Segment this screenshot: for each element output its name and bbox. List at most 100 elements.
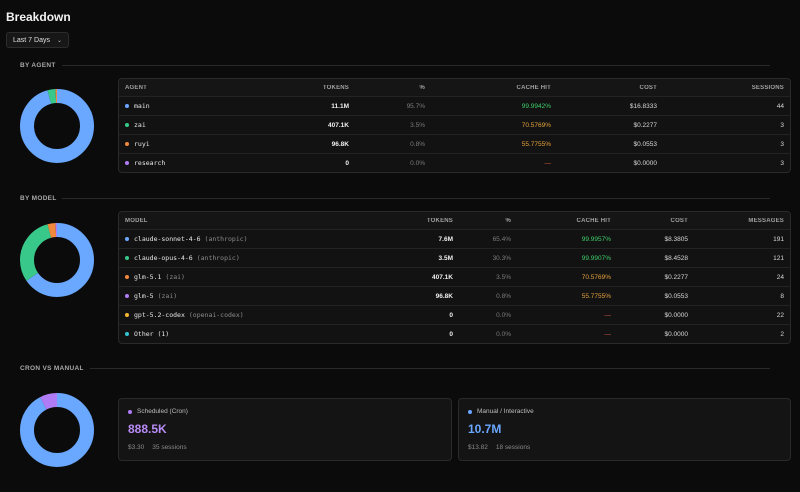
model-name: claude-opus-4-6: [134, 254, 193, 262]
tokens-cell: 0: [449, 330, 453, 338]
column-header-cache-hit[interactable]: CACHE HIT: [516, 84, 551, 91]
model-name: claude-sonnet-4-6: [134, 235, 201, 243]
scheduled-label-text: Scheduled (Cron): [137, 408, 188, 415]
model-donut-slice-3: [20, 223, 94, 297]
legend-dot-icon: [125, 313, 129, 318]
model-cell: Other (1): [119, 330, 303, 338]
manual-sessions: 18 sessions: [495, 444, 531, 451]
section-divider: [62, 65, 770, 66]
agent-cell: ruyi: [119, 140, 239, 148]
table-header-row: MODEL TOKENS % CACHE HIT COST MESSAGES: [119, 212, 790, 229]
legend-dot-icon: [125, 275, 129, 280]
column-header-pct[interactable]: %: [505, 217, 511, 224]
model-provider: (zai): [165, 273, 185, 281]
percent-cell: 3.5%: [410, 121, 425, 129]
messages-cell: 121: [773, 254, 784, 262]
table-row[interactable]: zai 407.1K 3.5% 70.5769% $0.2277 3: [119, 115, 790, 134]
legend-dot-icon: [125, 142, 129, 147]
model-provider: (zai): [157, 292, 178, 300]
table-row[interactable]: main 11.1M 95.7% 99.9942% $16.8333 44: [119, 96, 790, 115]
scheduled-card-label: Scheduled (Cron): [128, 408, 188, 415]
cache-hit-cell: 70.5769%: [521, 121, 551, 129]
table-row[interactable]: research 0 0.0% — $0.0000 3: [119, 153, 790, 172]
cache-hit-cell: 55.7755%: [521, 140, 551, 148]
cost-cell: $0.0553: [664, 292, 689, 300]
agent-cell: zai: [119, 121, 239, 129]
date-range-select[interactable]: Last 7 Days ⌄: [6, 32, 69, 48]
legend-dot-icon: [125, 123, 129, 128]
page-title: Breakdown: [6, 10, 71, 24]
model-donut-slice-1: [20, 223, 94, 297]
manual-label-text: Manual / Interactive: [477, 408, 534, 415]
agent-cell: research: [119, 159, 239, 167]
cost-cell: $0.0553: [633, 140, 658, 148]
percent-cell: 3.5%: [496, 273, 511, 281]
date-range-value: Last 7 Days: [13, 36, 50, 44]
model-cell: claude-sonnet-4-6 (anthropic): [119, 235, 303, 243]
table-row[interactable]: gpt-5.2-codex (openai-codex) 0 0.0% — $0.0000…: [119, 305, 790, 324]
cost-cell: $0.0000: [633, 159, 658, 167]
cost-cell: $0.0000: [664, 330, 689, 338]
table-row[interactable]: glm-5 (zai) 96.8K 0.8% 55.7755% $0.0553 8: [119, 286, 790, 305]
agent-cell: main: [119, 102, 239, 110]
agent-name: research: [134, 159, 166, 167]
cost-cell: $0.2277: [664, 273, 689, 281]
legend-dot-icon: [125, 161, 129, 166]
model-provider: (anthropic): [196, 254, 240, 262]
tokens-cell: 0: [449, 311, 453, 319]
column-header-cache-hit[interactable]: CACHE HIT: [576, 217, 611, 224]
model-provider: (openai-codex): [188, 311, 244, 319]
column-header-model[interactable]: MODEL: [125, 217, 148, 224]
model-name: glm-5: [134, 292, 154, 300]
legend-dot-icon: [125, 294, 129, 299]
manual-tokens-value: 10.7M: [468, 422, 502, 436]
agent-table: AGENT TOKENS % CACHE HIT COST SESSIONS m…: [118, 78, 791, 173]
column-header-cost[interactable]: COST: [639, 84, 657, 91]
table-row[interactable]: claude-sonnet-4-6 (anthropic) 7.6M 65.4% 99.…: [119, 229, 790, 248]
model-name: Other (1): [134, 330, 170, 338]
tokens-cell: 11.1M: [331, 102, 349, 110]
model-name: glm-5.1: [134, 273, 162, 281]
cache-hit-cell: 99.9907%: [581, 254, 611, 262]
column-header-pct[interactable]: %: [419, 84, 425, 91]
model-cell: glm-5 (zai): [119, 292, 303, 300]
manual-cost: $13.82: [468, 444, 488, 451]
cron-donut-chart: [20, 393, 94, 467]
section-label-by-model: BY MODEL: [20, 195, 57, 202]
tokens-cell: 7.6M: [438, 235, 453, 243]
column-header-tokens[interactable]: TOKENS: [426, 217, 453, 224]
column-header-cost[interactable]: COST: [670, 217, 688, 224]
agent-name: zai: [134, 121, 146, 129]
tokens-cell: 96.8K: [435, 292, 453, 300]
cache-hit-cell: 99.9942%: [521, 102, 551, 110]
percent-cell: 30.3%: [492, 254, 511, 262]
percent-cell: 0.8%: [410, 140, 425, 148]
table-header-row: AGENT TOKENS % CACHE HIT COST SESSIONS: [119, 79, 790, 96]
section-label-by-agent: BY AGENT: [20, 62, 56, 69]
sessions-cell: 3: [780, 140, 784, 148]
legend-dot-icon: [125, 237, 129, 242]
percent-cell: 65.4%: [492, 235, 511, 243]
tokens-cell: 0: [345, 159, 349, 167]
table-row[interactable]: claude-opus-4-6 (anthropic) 3.5M 30.3% 99.99…: [119, 248, 790, 267]
table-row[interactable]: glm-5.1 (zai) 407.1K 3.5% 70.5769% $0.2277 24: [119, 267, 790, 286]
column-header-tokens[interactable]: TOKENS: [322, 84, 349, 91]
cache-hit-cell: 99.9957%: [581, 235, 611, 243]
messages-cell: 22: [776, 311, 784, 319]
manual-card-label: Manual / Interactive: [468, 408, 534, 415]
blue-dot-icon: [468, 409, 472, 414]
percent-cell: 0.8%: [496, 292, 511, 300]
column-header-messages[interactable]: MESSAGES: [748, 217, 784, 224]
scheduled-cron-card: Scheduled (Cron) 888.5K $3.30 35 sessions: [118, 398, 452, 461]
messages-cell: 191: [773, 235, 784, 243]
table-row[interactable]: ruyi 96.8K 0.8% 55.7755% $0.0553 3: [119, 134, 790, 153]
messages-cell: 8: [780, 292, 784, 300]
column-header-sessions[interactable]: SESSIONS: [751, 84, 784, 91]
cost-cell: $8.3805: [664, 235, 689, 243]
column-header-agent[interactable]: AGENT: [125, 84, 147, 91]
table-row[interactable]: Other (1) 0 0.0% — $0.0000 2: [119, 324, 790, 343]
sessions-cell: 44: [776, 102, 784, 110]
model-donut-chart: [20, 223, 94, 297]
cost-cell: $16.8333: [629, 102, 657, 110]
chevron-down-icon: ⌄: [56, 37, 62, 44]
